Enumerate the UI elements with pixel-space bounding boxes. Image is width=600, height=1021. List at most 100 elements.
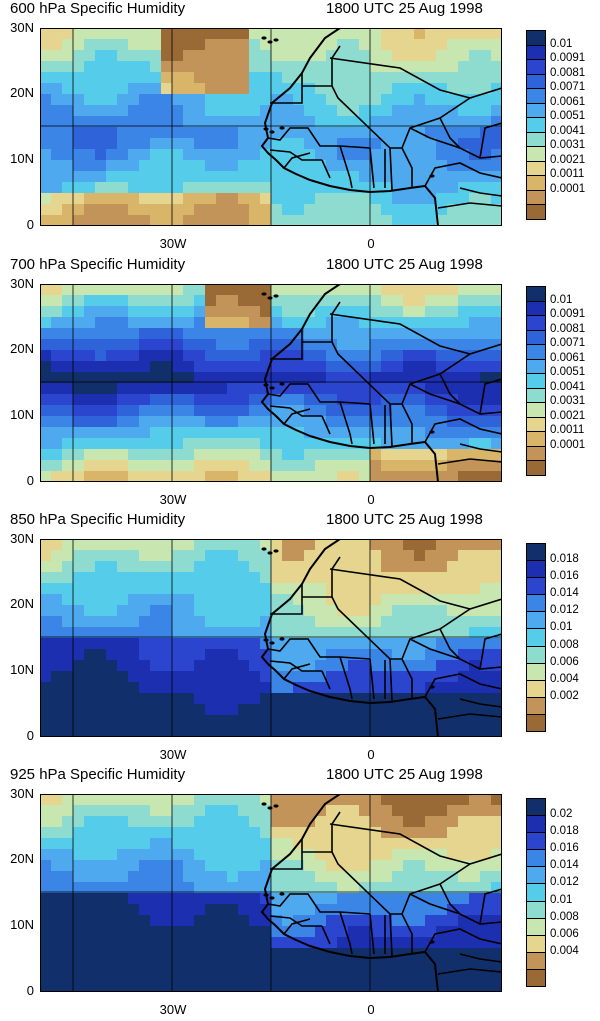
humidity-cell — [304, 893, 316, 905]
humidity-cell — [447, 306, 459, 318]
humidity-cell — [359, 649, 371, 661]
colorbar-label: 0.012 — [550, 876, 579, 889]
humidity-cell — [480, 860, 492, 872]
humidity-cell — [458, 871, 470, 883]
humidity-cell — [403, 306, 415, 318]
lat-label-30n: 30N — [10, 786, 34, 801]
humidity-cell — [40, 627, 52, 639]
humidity-cell — [414, 28, 426, 40]
humidity-cell — [106, 460, 118, 472]
humidity-cell — [106, 704, 118, 716]
humidity-cell — [469, 583, 481, 595]
humidity-cell — [205, 105, 217, 117]
humidity-cell — [205, 61, 217, 73]
humidity-cell — [304, 572, 316, 584]
humidity-cell — [95, 926, 107, 938]
humidity-cell — [161, 726, 173, 737]
humidity-cell — [315, 959, 327, 971]
humidity-cell — [205, 215, 217, 226]
humidity-cell — [469, 904, 481, 916]
humidity-cell — [469, 394, 481, 406]
humidity-cell — [205, 460, 217, 472]
humidity-cell — [458, 193, 470, 205]
humidity-cell — [304, 860, 316, 872]
humidity-cell — [491, 138, 502, 150]
humidity-cell — [326, 215, 338, 226]
humidity-cell — [425, 816, 437, 828]
humidity-cell — [95, 405, 107, 417]
humidity-cell — [447, 715, 459, 727]
humidity-cell — [205, 339, 217, 351]
humidity-cell — [337, 361, 349, 373]
humidity-cell — [84, 160, 96, 172]
humidity-cell — [128, 904, 140, 916]
humidity-cell — [227, 904, 239, 916]
humidity-cell — [282, 616, 294, 628]
humidity-cell — [359, 561, 371, 573]
humidity-cell — [348, 849, 360, 861]
humidity-cell — [480, 306, 492, 318]
humidity-cell — [238, 959, 250, 971]
humidity-cell — [414, 204, 426, 216]
humidity-cell — [326, 350, 338, 362]
humidity-cell — [84, 794, 96, 806]
colorbar-label: 0.004 — [550, 672, 579, 685]
humidity-cell — [161, 295, 173, 307]
humidity-cell — [139, 339, 151, 351]
humidity-cell — [172, 871, 184, 883]
humidity-cell — [183, 904, 195, 916]
humidity-cell — [491, 28, 502, 40]
humidity-cell — [117, 838, 129, 850]
country-border — [479, 122, 502, 159]
humidity-cell — [128, 61, 140, 73]
humidity-cell — [260, 306, 272, 318]
humidity-cell — [326, 893, 338, 905]
humidity-cell — [447, 94, 459, 106]
humidity-cell — [469, 550, 481, 562]
humidity-cell — [95, 72, 107, 84]
humidity-cell — [95, 28, 107, 40]
humidity-cell — [326, 160, 338, 172]
humidity-cell — [348, 284, 360, 296]
humidity-cell — [238, 671, 250, 683]
country-border — [269, 149, 322, 161]
humidity-cell — [84, 572, 96, 584]
humidity-cell — [282, 959, 294, 971]
humidity-cell — [315, 72, 327, 84]
humidity-cell — [238, 284, 250, 296]
humidity-cell — [183, 816, 195, 828]
humidity-cell — [381, 372, 393, 384]
colorbar-label: 0.008 — [550, 638, 579, 651]
humidity-cell — [436, 948, 448, 960]
humidity-cell — [359, 427, 371, 439]
humidity-cell — [447, 882, 459, 894]
humidity-cell — [337, 460, 349, 472]
humidity-cell — [106, 405, 118, 417]
humidity-cell — [370, 284, 382, 296]
humidity-cell — [95, 361, 107, 373]
humidity-cell — [84, 893, 96, 905]
humidity-cell — [359, 317, 371, 329]
humidity-cell — [282, 138, 294, 150]
humidity-cell — [84, 561, 96, 573]
humidity-cell — [139, 215, 151, 226]
humidity-cell — [359, 605, 371, 617]
humidity-cell — [227, 605, 239, 617]
humidity-cell — [436, 171, 448, 183]
humidity-cell — [326, 193, 338, 205]
humidity-cell — [40, 904, 52, 916]
humidity-cell — [95, 182, 107, 194]
humidity-cell — [381, 715, 393, 727]
humidity-cell — [403, 715, 415, 727]
humidity-cell — [249, 871, 261, 883]
humidity-cell — [205, 72, 217, 84]
humidity-cell — [205, 726, 217, 737]
humidity-cell — [183, 94, 195, 106]
humidity-cell — [95, 871, 107, 883]
humidity-cell — [183, 105, 195, 117]
humidity-cell — [51, 838, 63, 850]
humidity-cell — [414, 805, 426, 817]
humidity-cell — [337, 594, 349, 606]
humidity-cell — [469, 94, 481, 106]
humidity-cell — [370, 539, 382, 551]
